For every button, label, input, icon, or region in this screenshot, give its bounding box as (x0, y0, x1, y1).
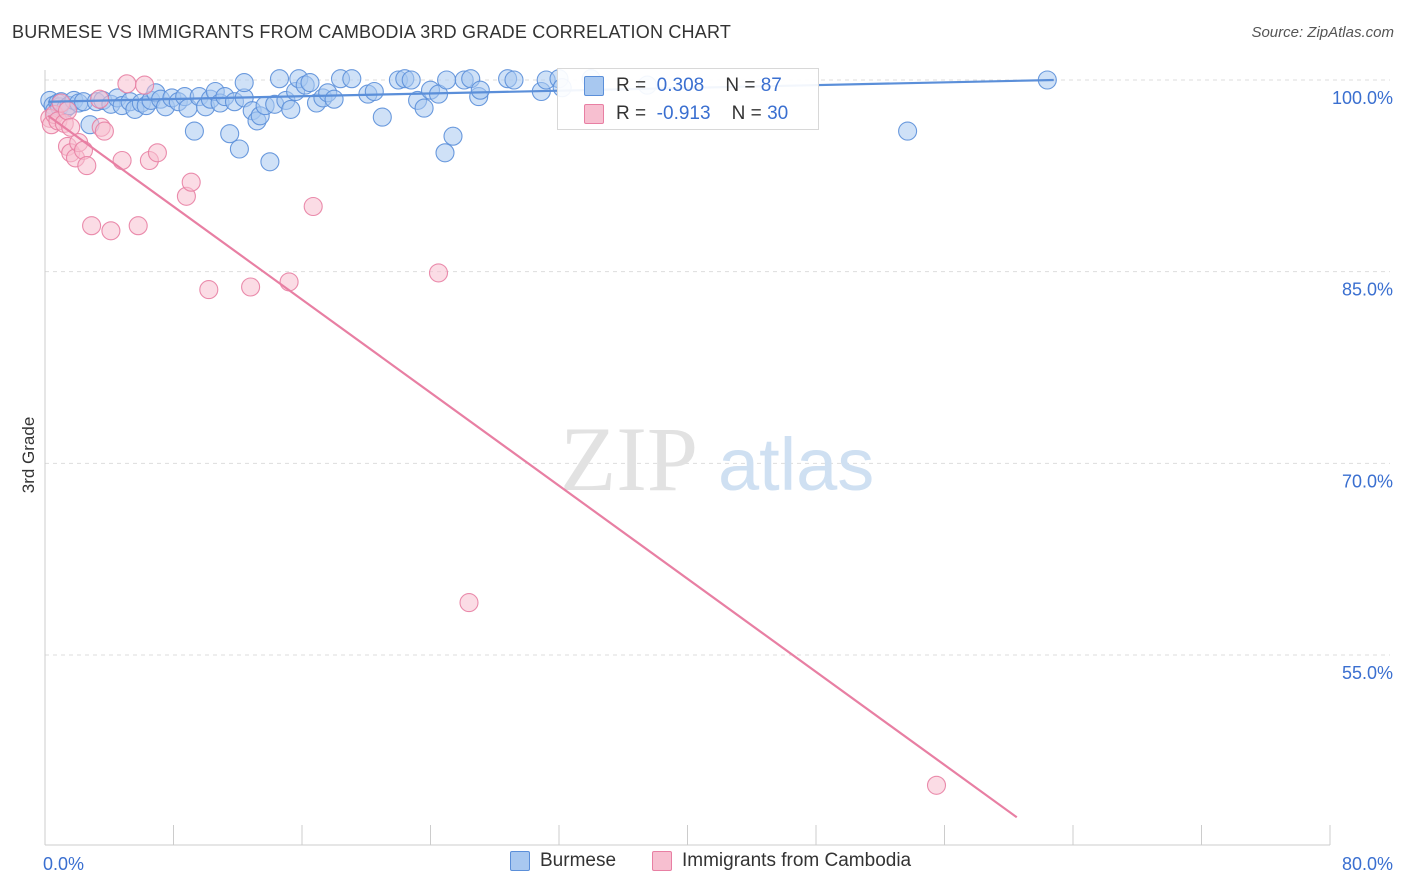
series-cambodia-points (40, 74, 947, 795)
chart-title: BURMESE VS IMMIGRANTS FROM CAMBODIA 3RD … (12, 22, 732, 42)
legend-item-burmese[interactable]: Burmese (510, 850, 616, 872)
data-point (281, 99, 301, 119)
data-point (117, 74, 137, 94)
data-point (437, 70, 457, 90)
legend: Burmese Immigrants from Cambodia (0, 850, 1406, 880)
data-point (364, 81, 384, 102)
data-point (61, 117, 81, 137)
y-tick-label: 100.0% (1332, 88, 1393, 108)
watermark-zip: ZIP (560, 408, 698, 510)
n-label: N = (731, 103, 762, 124)
x-tick-label-max: 80.0% (1342, 854, 1393, 874)
data-point (128, 216, 148, 236)
r-label: R = (616, 103, 647, 124)
legend-label-burmese: Burmese (540, 850, 617, 871)
data-point (199, 280, 219, 300)
series-burmese-points (40, 69, 1057, 172)
n-value: 30 (767, 103, 789, 124)
data-point (220, 124, 240, 144)
data-point (342, 69, 362, 89)
data-point (101, 221, 121, 241)
stats-row-burmese: R = 0.308 N = 87 (558, 71, 818, 101)
data-point (181, 172, 201, 192)
data-point (77, 156, 97, 176)
legend-label-cambodia: Immigrants from Cambodia (682, 850, 912, 871)
stats-text-cambodia: R = -0.913 N = 30 (616, 103, 788, 125)
legend-swatch-burmese (510, 851, 530, 871)
data-point (443, 126, 463, 146)
stats-box: R = 0.308 N = 87 R = -0.913 N = 30 (557, 68, 819, 130)
tick-labels: 100.0% 85.0% 70.0% 55.0% 0.0% 80.0% (43, 88, 1393, 874)
legend-item-cambodia[interactable]: Immigrants from Cambodia (652, 850, 911, 872)
n-label: N = (725, 75, 756, 96)
stats-swatch-cambodia (584, 104, 604, 124)
data-point (241, 277, 261, 297)
data-point (324, 89, 344, 109)
y-tick-label: 55.0% (1342, 663, 1393, 683)
y-tick-label: 70.0% (1342, 471, 1393, 491)
y-tick-label: 85.0% (1342, 280, 1393, 300)
source-credit: Source: ZipAtlas.com (1251, 24, 1394, 41)
data-point (234, 73, 254, 93)
trend-line-burmese (48, 78, 1054, 103)
grid-lines (45, 79, 1390, 656)
data-point (260, 152, 280, 172)
axes (44, 70, 1331, 846)
stats-swatch-burmese (584, 76, 604, 96)
data-point (112, 150, 132, 171)
data-point (57, 101, 78, 121)
watermark: ZIP atlas (560, 408, 874, 510)
x-tick-label-min: 0.0% (43, 854, 84, 874)
data-point (428, 263, 449, 283)
legend-swatch-cambodia (652, 851, 672, 871)
n-value: 87 (760, 75, 782, 96)
r-value: -0.913 (656, 103, 711, 124)
data-point (459, 593, 479, 613)
data-point (94, 121, 114, 141)
data-point (504, 70, 524, 90)
data-point (269, 69, 290, 89)
data-point (147, 143, 167, 163)
data-point (300, 73, 320, 93)
data-point (898, 121, 918, 141)
r-value: 0.308 (656, 75, 705, 96)
watermark-atlas: atlas (718, 423, 874, 506)
y-axis-label: 3rd Grade (19, 417, 38, 494)
data-point (414, 98, 434, 118)
data-point (470, 80, 490, 100)
data-point (303, 196, 323, 217)
data-point (82, 216, 102, 236)
data-point (372, 107, 392, 127)
data-point (279, 272, 299, 292)
trend-lines (47, 78, 1054, 819)
data-point (435, 143, 455, 163)
data-point (184, 121, 204, 141)
r-label: R = (616, 75, 647, 96)
data-point (135, 75, 155, 95)
stats-row-cambodia: R = -0.913 N = 30 (558, 99, 818, 129)
stats-text-burmese: R = 0.308 N = 87 (616, 75, 782, 97)
data-point (401, 70, 421, 90)
data-point (90, 89, 110, 109)
data-point (229, 139, 249, 159)
data-point (926, 775, 947, 795)
trend-line-cambodia (47, 114, 1018, 819)
